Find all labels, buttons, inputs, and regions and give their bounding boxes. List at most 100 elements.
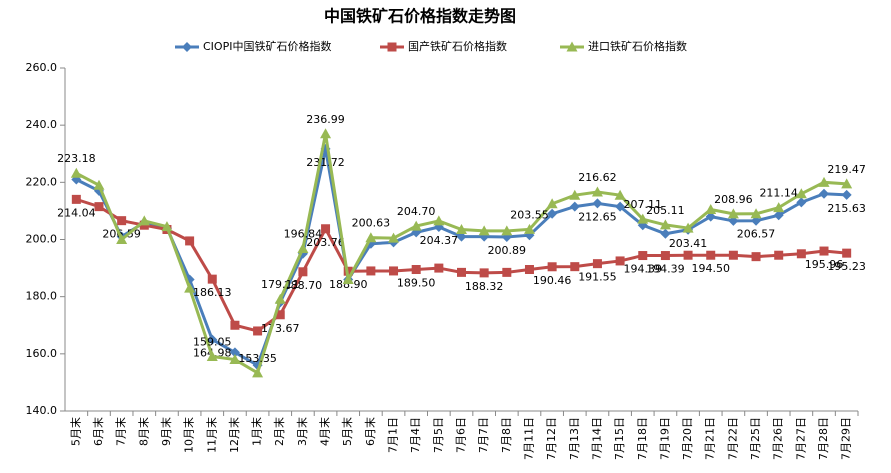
legend-label: 进口铁矿石价格指数 — [588, 39, 687, 53]
data-label: 204.37 — [420, 234, 459, 247]
x-tick-label: 7月28日 — [817, 417, 830, 460]
data-label: 188.32 — [465, 280, 504, 293]
data-point — [569, 189, 581, 200]
data-point — [434, 263, 444, 273]
data-point — [320, 128, 332, 139]
data-point — [819, 188, 830, 199]
x-tick-label: 7月末 — [114, 417, 128, 446]
x-tick-label: 5月末 — [68, 417, 82, 446]
legend-marker — [182, 42, 192, 52]
x-tick-label: 7月20日 — [681, 417, 694, 460]
data-label: 194.39 — [624, 263, 663, 276]
x-tick-label: 7月15日 — [613, 417, 626, 460]
y-tick-label: 260.0 — [26, 61, 58, 74]
data-point — [591, 186, 603, 197]
data-label: 159.05 — [193, 336, 232, 349]
chart-title: 中国铁矿石价格指数走势图 — [324, 7, 516, 26]
data-point — [683, 250, 693, 260]
data-label: 153.35 — [238, 352, 277, 365]
data-label: 211.14 — [759, 187, 798, 200]
data-point — [274, 293, 286, 304]
data-label: 219.47 — [827, 163, 866, 176]
x-tick-label: 7月4日 — [409, 417, 422, 453]
x-tick-label: 7月1日 — [387, 417, 400, 453]
y-tick-label: 240.0 — [26, 118, 58, 131]
data-point — [207, 334, 218, 345]
data-label: 194.39 — [646, 263, 685, 276]
data-label: 203.41 — [669, 237, 708, 250]
data-label: 195.23 — [827, 260, 866, 273]
data-point — [750, 208, 762, 219]
data-label: 191.55 — [578, 271, 617, 284]
x-tick-label: 7月7日 — [477, 417, 490, 453]
legend-label: CIOPI中国铁矿石价格指数 — [203, 39, 331, 53]
x-tick-label: 1月末 — [250, 417, 264, 446]
data-label: 205.11 — [646, 204, 685, 217]
x-tick-label: 7月8日 — [500, 417, 513, 453]
data-point — [206, 351, 218, 362]
data-label: 179.11 — [261, 278, 300, 291]
y-tick-label: 180.0 — [26, 290, 58, 303]
data-point — [660, 251, 670, 261]
x-tick-label: 7月13日 — [568, 417, 581, 460]
data-point — [546, 198, 558, 209]
data-point — [524, 265, 534, 275]
data-point — [342, 274, 354, 285]
data-point — [70, 167, 82, 178]
data-label: 196.84 — [284, 228, 323, 241]
legend-marker — [566, 41, 578, 52]
data-point — [71, 194, 81, 204]
data-point — [841, 189, 852, 200]
data-point — [161, 221, 173, 232]
data-point — [117, 216, 127, 226]
data-label: 206.57 — [737, 228, 776, 241]
y-tick-label: 200.0 — [26, 233, 58, 246]
data-point — [705, 203, 717, 214]
data-point — [727, 208, 739, 219]
data-point — [795, 188, 807, 199]
data-point — [501, 225, 513, 236]
data-point — [207, 274, 217, 284]
data-point — [569, 201, 580, 212]
data-point — [592, 198, 603, 209]
data-point — [842, 248, 852, 258]
data-label: 200.63 — [352, 217, 391, 230]
y-tick-label: 220.0 — [26, 175, 58, 188]
data-point — [229, 354, 241, 365]
x-tick-label: 12月末 — [227, 417, 241, 453]
data-label: 203.76 — [306, 236, 345, 249]
data-point — [660, 228, 671, 239]
data-label: 200.89 — [488, 244, 527, 257]
data-label: 186.13 — [193, 286, 232, 299]
x-tick-label: 7月27日 — [794, 417, 807, 460]
data-point — [638, 251, 648, 261]
data-point — [184, 282, 196, 293]
data-point — [614, 189, 626, 200]
data-label: 215.63 — [827, 202, 866, 215]
data-point — [592, 259, 602, 269]
data-point — [547, 262, 557, 272]
data-label: 195.96 — [805, 258, 844, 271]
data-point — [818, 176, 830, 187]
data-point — [615, 256, 625, 266]
data-label: 236.99 — [306, 113, 345, 126]
data-label: 173.67 — [261, 322, 300, 335]
data-point — [773, 210, 784, 221]
data-point — [365, 232, 377, 243]
x-tick-label: 7月18日 — [636, 417, 649, 460]
x-tick-label: 7月19日 — [658, 417, 671, 460]
data-label: 190.46 — [533, 274, 572, 287]
data-point — [751, 252, 761, 262]
data-point — [773, 202, 785, 213]
data-point — [433, 215, 445, 226]
data-point — [502, 267, 512, 277]
y-tick-label: 160.0 — [26, 347, 58, 360]
data-label: 207.11 — [624, 198, 663, 211]
data-point — [728, 250, 738, 260]
data-point — [523, 223, 535, 234]
data-point — [457, 267, 466, 277]
data-point — [796, 249, 806, 259]
x-tick-label: 7月26日 — [772, 417, 785, 460]
data-label: 189.50 — [397, 277, 436, 290]
